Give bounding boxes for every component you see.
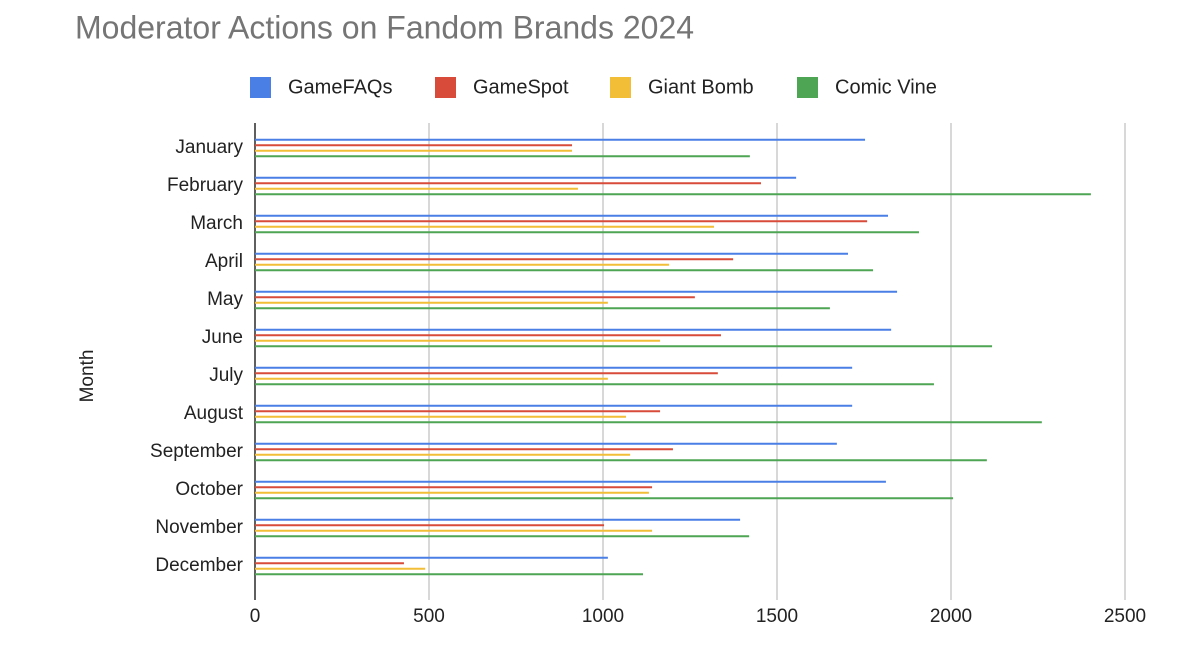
x-tick-label: 2000 (930, 606, 972, 627)
bar (255, 214, 889, 217)
x-tick-label: 1000 (582, 606, 624, 627)
bar (255, 176, 797, 179)
bar (255, 225, 715, 228)
bar (255, 252, 848, 255)
bar (255, 529, 653, 532)
y-tick-label: December (155, 555, 243, 576)
bar (255, 377, 608, 380)
bar (255, 556, 608, 559)
bar (255, 301, 608, 304)
bar (255, 269, 874, 272)
x-tick-label: 500 (413, 606, 445, 627)
legend-swatch (610, 77, 631, 98)
bar (255, 448, 673, 451)
bar (255, 144, 573, 147)
bar (255, 491, 649, 494)
bar (255, 334, 721, 337)
legend-label: Giant Bomb (648, 76, 754, 98)
bar (255, 193, 1091, 196)
y-tick-label: September (150, 441, 244, 462)
y-tick-label: April (205, 251, 243, 272)
bar (255, 562, 404, 565)
bar (255, 155, 750, 158)
legend-swatch (435, 77, 456, 98)
bar (255, 149, 573, 152)
legend-label: GameFAQs (288, 76, 392, 98)
bar (255, 263, 670, 266)
y-tick-label: June (202, 327, 243, 348)
bar (255, 410, 661, 413)
y-tick-label: January (175, 137, 243, 158)
y-tick-label: November (155, 517, 243, 538)
bar (255, 480, 886, 483)
bar (255, 187, 578, 190)
legend-swatch (250, 77, 271, 98)
y-tick-label: August (184, 403, 244, 424)
bar (255, 404, 853, 407)
bar (255, 497, 954, 500)
bar (255, 345, 993, 348)
y-tick-label: February (167, 175, 244, 196)
legend-swatch (797, 77, 818, 98)
bar (255, 415, 626, 418)
bar (255, 383, 934, 386)
bar (255, 328, 892, 331)
bar (255, 453, 631, 456)
y-tick-label: May (207, 289, 243, 310)
bar (255, 573, 644, 576)
bar (255, 459, 987, 462)
bar (255, 524, 605, 527)
bar (255, 567, 426, 570)
bar (255, 518, 741, 521)
bar (255, 290, 898, 293)
bar (255, 339, 661, 342)
bar (255, 442, 837, 445)
bar (255, 182, 761, 185)
bar (255, 231, 919, 234)
bar (255, 138, 866, 141)
bar (255, 421, 1042, 424)
bar (255, 220, 868, 223)
chart-title: Moderator Actions on Fandom Brands 2024 (75, 9, 694, 45)
bar (255, 307, 830, 310)
x-tick-label: 0 (250, 606, 261, 627)
bar (255, 486, 653, 489)
bar (255, 296, 695, 299)
bar (255, 535, 750, 538)
y-tick-label: July (209, 365, 243, 386)
x-tick-label: 2500 (1104, 606, 1146, 627)
bar (255, 372, 718, 375)
y-tick-label: March (190, 213, 243, 234)
y-axis-label: Month (77, 350, 98, 403)
y-tick-label: October (175, 479, 243, 500)
legend-label: Comic Vine (835, 76, 937, 98)
legend-label: GameSpot (473, 76, 569, 98)
bar (255, 258, 734, 261)
bar (255, 366, 853, 369)
x-tick-label: 1500 (756, 606, 798, 627)
